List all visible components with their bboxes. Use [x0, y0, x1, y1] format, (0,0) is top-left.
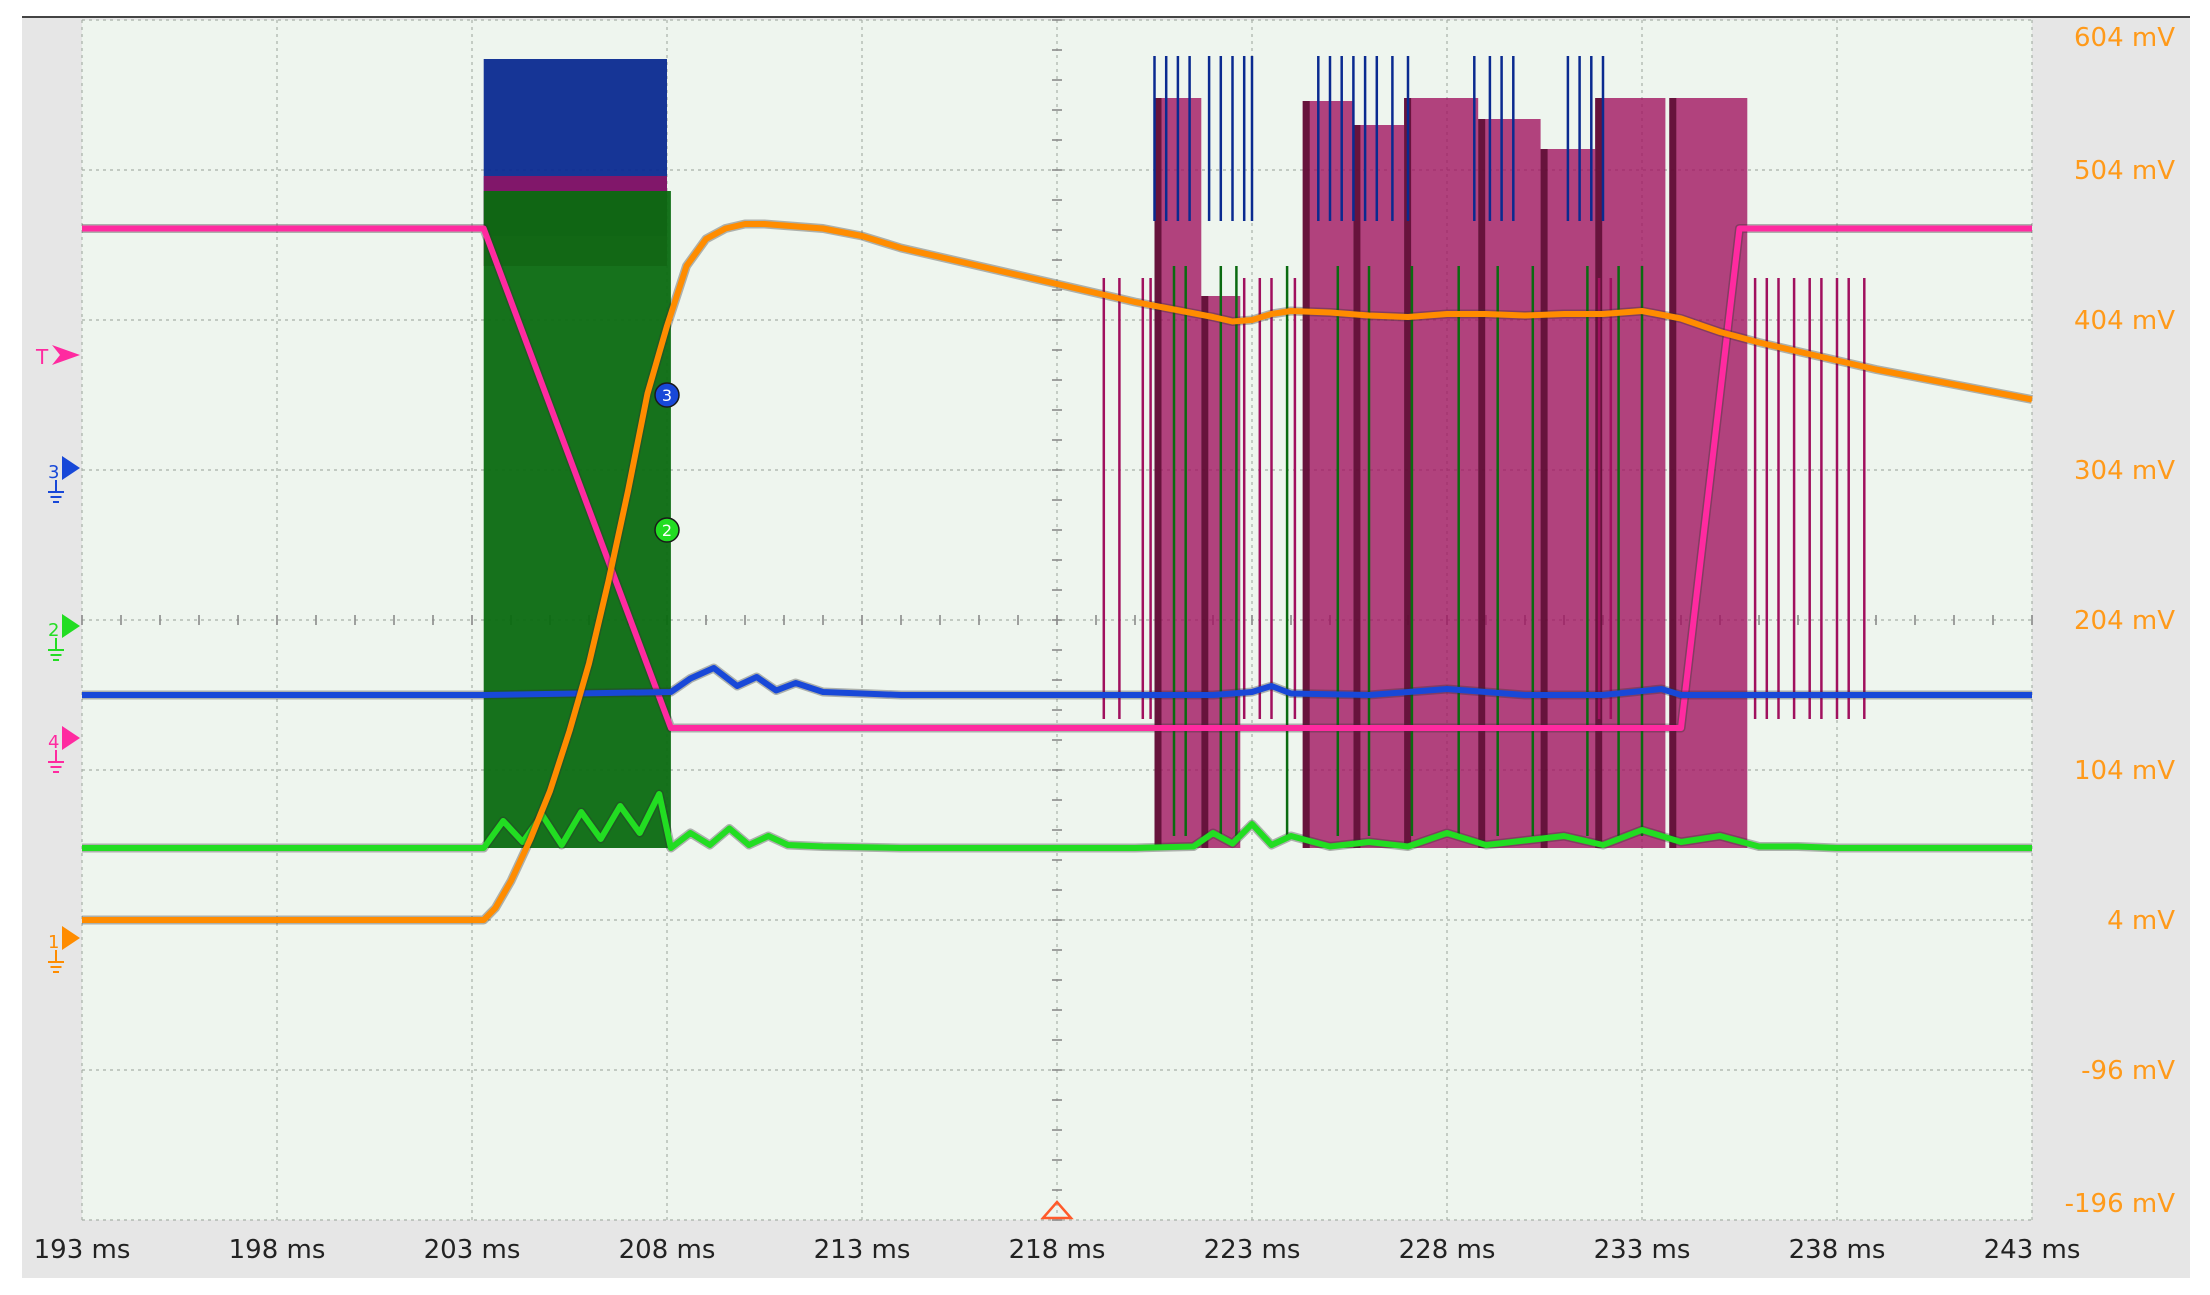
channel-marker-3 — [654, 382, 680, 408]
x-tick-label: 243 ms — [1984, 1235, 2081, 1265]
burst-ch4 — [1478, 119, 1541, 848]
burst-edge-ch4 — [1669, 98, 1677, 848]
burst-edge-ch4 — [1302, 101, 1310, 848]
channel-marker-2 — [654, 517, 680, 543]
trigger-level-label: T — [35, 345, 49, 369]
trace-ch3 — [82, 665, 2032, 698]
x-tick-label: 193 ms — [34, 1235, 131, 1265]
trace-layer — [82, 219, 2033, 925]
channel-offset-arrow-2 — [62, 614, 80, 638]
burst-edge-ch4 — [1154, 98, 1162, 848]
burst-ch4 — [1302, 101, 1354, 848]
y-tick-label: 504 mV — [2074, 156, 2175, 186]
y-tick-label: 404 mV — [2074, 306, 2175, 336]
x-tick-label: 238 ms — [1789, 1235, 1886, 1265]
burst-edge-ch4 — [1404, 98, 1412, 848]
burst-ch4 — [1404, 98, 1479, 848]
y-axis-labels: 604 mV 504 mV 404 mV 304 mV 204 mV 104 mV 4 mV… — [2065, 23, 2176, 1219]
x-tick-label: 218 ms — [1009, 1235, 1106, 1265]
channel-marker-label-3: 3 — [662, 386, 672, 405]
channel-offset-label-2: 2 — [48, 620, 59, 641]
trace-ch4 — [82, 225, 2032, 731]
y-tick-label: 604 mV — [2074, 23, 2175, 53]
burst-edge-ch4 — [1353, 125, 1361, 848]
x-tick-label: 228 ms — [1399, 1235, 1496, 1265]
trigger-position-icon — [1040, 1200, 1074, 1220]
y-tick-label: -196 mV — [2065, 1189, 2176, 1219]
x-tick-label: 223 ms — [1204, 1235, 1301, 1265]
x-tick-label: 233 ms — [1594, 1235, 1691, 1265]
y-tick-label: 4 mV — [2107, 906, 2175, 936]
x-tick-label: 198 ms — [229, 1235, 326, 1265]
channel-offset-label-1: 1 — [48, 932, 59, 953]
y-tick-label: -96 mV — [2081, 1056, 2175, 1086]
channel-offset-label-4: 4 — [48, 732, 59, 753]
x-axis-labels: 193 ms 198 ms 203 ms 208 ms 213 ms 218 ms 223 … — [34, 1235, 2081, 1265]
channel-markers: T 3 2 4 1 — [35, 345, 80, 973]
x-tick-label: 213 ms — [814, 1235, 911, 1265]
channel-marker-label-2: 2 — [662, 521, 672, 540]
burst-ch4 — [1540, 149, 1596, 848]
burst-ch4 — [1595, 98, 1666, 848]
burst-ch4 — [1353, 125, 1405, 848]
burst-layer — [483, 56, 1866, 848]
y-tick-label: 304 mV — [2074, 456, 2175, 486]
trigger-level-icon — [52, 345, 80, 365]
trace-ch2 — [82, 791, 2032, 851]
marker-layer: 32 — [654, 382, 1074, 1220]
channel-offset-arrow-4 — [62, 726, 80, 750]
burst-ch2 — [483, 191, 671, 848]
x-tick-label: 208 ms — [619, 1235, 716, 1265]
channel-offset-label-3: 3 — [48, 462, 59, 483]
burst-edge-ch4 — [1478, 119, 1486, 848]
channel-offset-arrow-3 — [62, 456, 80, 480]
burst-edge-ch4 — [1540, 149, 1548, 848]
channel-offset-arrow-1 — [62, 926, 80, 950]
trace-ch1 — [82, 221, 2033, 923]
burst-edge-ch4 — [1201, 296, 1209, 848]
y-tick-label: 204 mV — [2074, 606, 2175, 636]
x-tick-label: 203 ms — [424, 1235, 521, 1265]
burst-ch4 — [1154, 98, 1202, 848]
y-tick-label: 104 mV — [2074, 756, 2175, 786]
